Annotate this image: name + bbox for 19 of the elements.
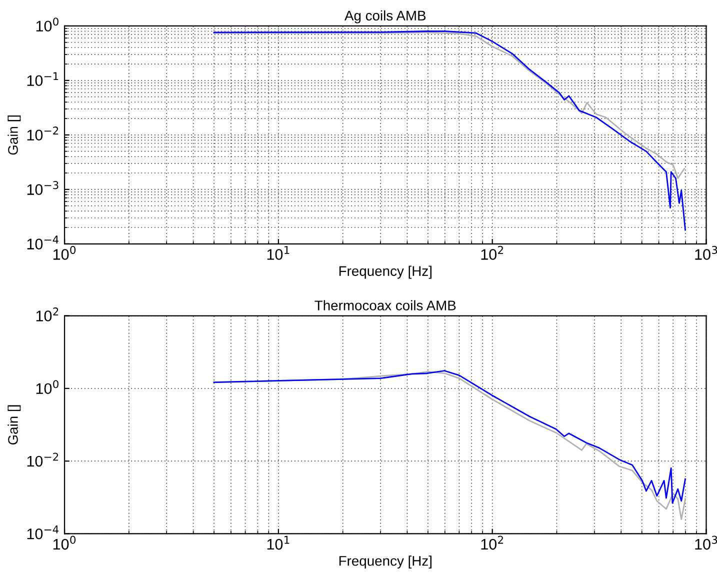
y-tick-label: 10$^{−2}$ — [27, 126, 58, 140]
x-axis-title: Frequency [Hz] — [339, 266, 432, 279]
y-tick-label: 10$^{−3}$ — [27, 181, 58, 195]
x-tick-label: 10$^{1}$ — [267, 536, 290, 550]
x-tick-label: 10$^{2}$ — [481, 536, 503, 550]
y-tick-label: 10$^{−1}$ — [27, 72, 58, 86]
x-tick-label: 10$^{3}$ — [695, 536, 717, 550]
y-tick-label: 10$^{−2}$ — [27, 452, 58, 467]
chart-title: Ag coils AMB — [344, 10, 426, 24]
x-axis-title: Frequency [Hz] — [339, 556, 432, 569]
x-tick-label: 10$^{2}$ — [481, 246, 503, 260]
y-axis-title: Gain [] — [8, 405, 21, 445]
y-axis-title: Gain [] — [8, 115, 21, 155]
x-tick-label: 10$^{1}$ — [267, 246, 290, 260]
chart-title: Thermocoax coils AMB — [314, 300, 456, 310]
y-tick-label: 10$^{2}$ — [36, 307, 58, 322]
y-tick-label: 10$^{0}$ — [36, 18, 58, 32]
x-tick-label: 10$^{3}$ — [695, 246, 717, 260]
y-tick-label: 10$^{0}$ — [36, 380, 58, 394]
